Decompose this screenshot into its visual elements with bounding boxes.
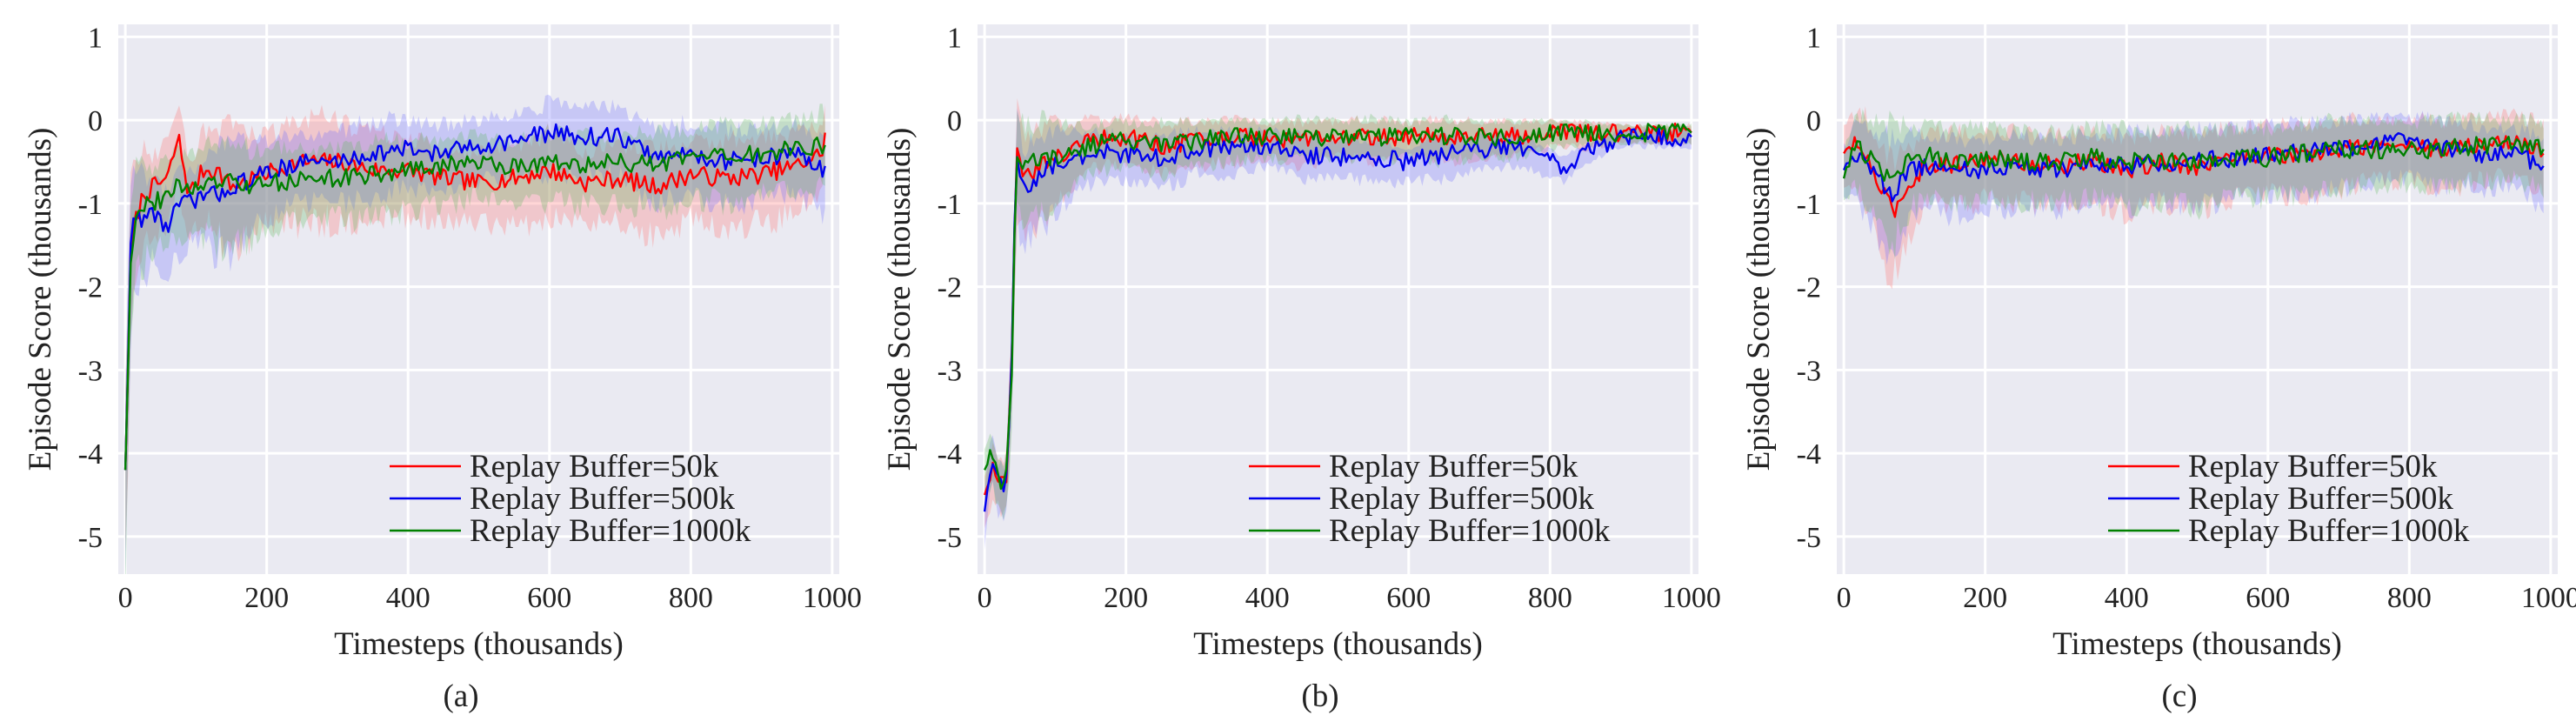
- y-tick-label: -1: [1797, 189, 1821, 221]
- series-line-1: [123, 132, 826, 471]
- y-tick-label: -3: [78, 355, 103, 387]
- y-tick-label: 1: [1806, 22, 1821, 54]
- panel-label: (a): [443, 678, 478, 714]
- confidence-band-2: [125, 94, 825, 574]
- x-tick-label: 400: [386, 582, 430, 614]
- y-tick-label: -5: [1797, 522, 1821, 554]
- y-tick-label: -4: [78, 438, 103, 471]
- y-axis-label: Episode Score (thousands): [1741, 128, 1777, 471]
- x-tick-label: 1000: [2521, 582, 2576, 614]
- x-tick-label: 200: [1104, 582, 1148, 614]
- y-tick-label: -1: [938, 189, 962, 221]
- plot-area: [978, 24, 1698, 574]
- y-tick-label: -1: [78, 189, 103, 221]
- x-tick-label: 0: [978, 582, 992, 614]
- y-tick-label: 1: [88, 22, 103, 54]
- y-axis-label: Episode Score (thousands): [23, 128, 58, 471]
- x-tick-label: 1000: [1662, 582, 1721, 614]
- series-line-2: [123, 123, 826, 471]
- y-tick-label: -4: [938, 438, 962, 471]
- confidence-band-1: [125, 104, 825, 551]
- x-tick-label: 400: [2105, 582, 2149, 614]
- y-tick-label: -2: [1797, 272, 1821, 304]
- y-tick-label: -2: [78, 272, 103, 304]
- x-tick-label: 600: [2246, 582, 2290, 614]
- plot-area: [1837, 24, 2558, 574]
- legend-label-1: Replay Buffer=50k: [2188, 449, 2438, 484]
- x-axis-label: Timesteps (thousands): [2052, 626, 2342, 662]
- y-tick-label: 0: [88, 105, 103, 137]
- panel-label: (b): [1301, 678, 1338, 714]
- y-tick-label: -4: [1797, 438, 1821, 471]
- x-tick-label: 200: [244, 582, 289, 614]
- series-line-3: [1842, 136, 2545, 182]
- legend-label-3: Replay Buffer=1000k: [470, 513, 751, 549]
- plot-series: [983, 97, 1692, 550]
- y-tick-label: -3: [1797, 355, 1821, 387]
- y-tick-label: 0: [947, 105, 962, 137]
- x-axis-label: Timesteps (thousands): [334, 626, 624, 662]
- x-axis-label: Timesteps (thousands): [1193, 626, 1483, 662]
- y-axis-label: Episode Score (thousands): [882, 128, 918, 471]
- legend-label-3: Replay Buffer=1000k: [1329, 513, 1611, 549]
- x-tick-label: 0: [118, 582, 133, 614]
- confidence-band-3: [984, 110, 1692, 520]
- x-tick-label: 0: [1837, 582, 1852, 614]
- legend-label-1: Replay Buffer=50k: [470, 449, 719, 484]
- plot-series: [1842, 106, 2545, 290]
- plot-area: [118, 24, 839, 574]
- x-tick-label: 600: [527, 582, 571, 614]
- y-tick-label: -5: [938, 522, 962, 554]
- legend-label-3: Replay Buffer=1000k: [2188, 513, 2470, 549]
- x-tick-label: 800: [2387, 582, 2432, 614]
- x-tick-label: 800: [669, 582, 713, 614]
- y-tick-label: 1: [947, 22, 962, 54]
- confidence-band-3: [125, 104, 825, 574]
- x-tick-label: 600: [1386, 582, 1431, 614]
- y-tick-label: -5: [78, 522, 103, 554]
- legend-label-1: Replay Buffer=50k: [1329, 449, 1578, 484]
- x-tick-label: 800: [1528, 582, 1572, 614]
- series-line-3: [984, 123, 1692, 491]
- chart-panel-2: 0 200 400 600 800 1000 1 0 -1 -2 -3 -4 -5 Timesteps (…: [882, 22, 1721, 714]
- chart-panel-1: 0 200 400 600 800 1000 1 0 -1 -2 -3 -4 -5 Timesteps (…: [23, 22, 862, 714]
- y-tick-label: -3: [938, 355, 962, 387]
- legend-label-2: Replay Buffer=500k: [2188, 481, 2453, 517]
- y-tick-label: 0: [1806, 105, 1821, 137]
- legend-label-2: Replay Buffer=500k: [470, 481, 735, 517]
- legend-label-2: Replay Buffer=500k: [1329, 481, 1594, 517]
- series-line-2: [983, 127, 1692, 512]
- x-tick-label: 1000: [803, 582, 862, 614]
- panel-label: (c): [2161, 678, 2197, 714]
- plot-series: [123, 94, 826, 574]
- x-tick-label: 400: [1245, 582, 1290, 614]
- series-line-3: [123, 137, 826, 471]
- x-tick-label: 200: [1963, 582, 2007, 614]
- chart-panel-3: 0 200 400 600 800 1000 1 0 -1 -2 -3 -4 -5 Timesteps (…: [1741, 22, 2576, 714]
- confidence-band-1: [984, 97, 1692, 529]
- y-tick-label: -2: [938, 272, 962, 304]
